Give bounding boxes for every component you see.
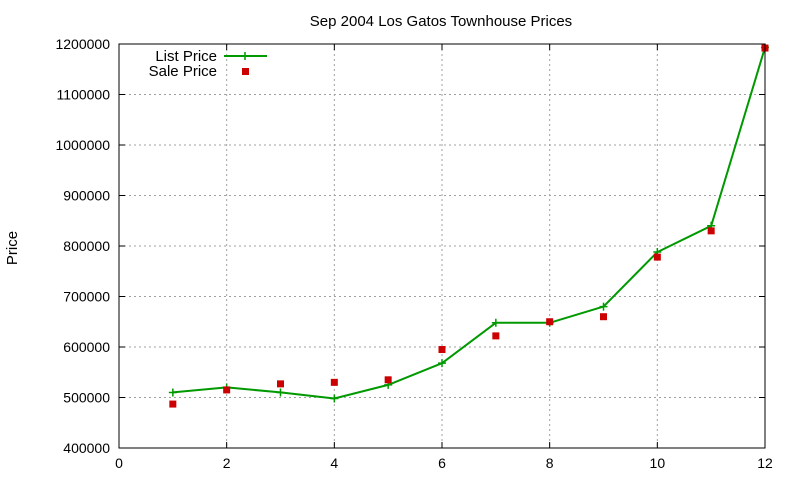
y-tick-label: 500000 [63,390,110,406]
sale-price-point [330,378,338,386]
list-price-line [172,47,766,400]
data-series [168,43,769,408]
list-price-marker [168,388,177,397]
list-price-marker [491,318,500,327]
legend: List Price Sale Price [149,48,267,80]
list-price-marker [438,359,446,368]
legend-label-sale-price: Sale Price [149,63,217,80]
legend-marker-sale-price [242,68,249,75]
sale-price-point [223,386,231,394]
x-tick-label: 10 [650,455,666,471]
list-price-marker [330,394,339,403]
x-tick-label: 2 [223,455,231,471]
y-tick-label: 1200000 [55,36,110,52]
sale-price-point [492,332,500,340]
y-tick-label: 600000 [63,339,110,355]
y-tick-label: 400000 [63,440,110,456]
sale-price-point [546,318,554,326]
x-tick-label: 8 [546,455,554,471]
sale-price-point [438,346,446,354]
y-tick-label: 800000 [63,238,110,254]
y-tick-label: 700000 [63,289,110,305]
axis-ticks: 400000 500000 600000 700000 800000 900000 1000… [55,36,773,471]
plot-frame [118,43,766,449]
sale-price-point [169,400,177,408]
x-tick-label: 6 [438,455,446,471]
list-price-marker [599,302,608,311]
sale-price-point [707,227,715,235]
legend-label-list-price: List Price [155,48,217,65]
chart-title: Sep 2004 Los Gatos Townhouse Prices [310,13,572,30]
sale-price-point [600,313,607,321]
x-tick-label: 0 [115,455,123,471]
y-axis-label: Price [4,231,21,265]
x-tick-label: 12 [757,455,773,471]
x-tick-label: 4 [330,455,338,471]
sale-price-point [653,253,661,261]
sale-price-point [384,376,392,384]
y-tick-label: 1000000 [55,137,110,153]
sale-price-point [277,380,284,388]
y-tick-label: 900000 [63,188,110,204]
y-tick-label: 1100000 [57,87,111,103]
legend-marker-list-price [241,52,249,60]
list-price-marker [276,388,285,397]
